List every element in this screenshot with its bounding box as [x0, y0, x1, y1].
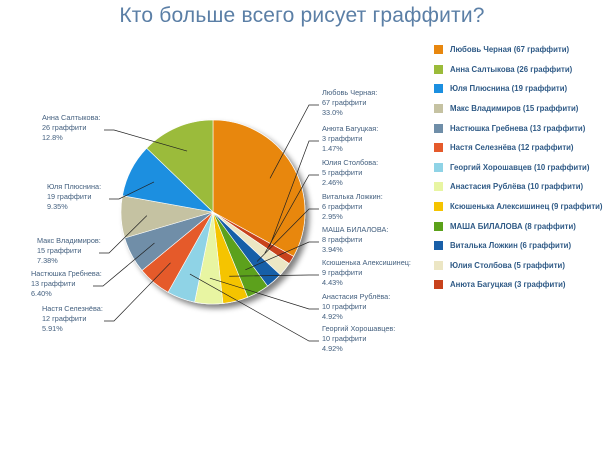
legend-item: Анастасия Рублёва (10 граффити) — [428, 177, 604, 197]
leader-line — [109, 181, 155, 200]
callout-value: 26 граффити — [42, 123, 86, 132]
callout-value: 9 граффити — [322, 268, 362, 277]
callout-percent: 4.92% — [322, 312, 343, 321]
callout-name: Анна Салтыкова: — [42, 113, 100, 122]
callout-percent: 6.40% — [31, 289, 52, 298]
legend: Любовь Черная (67 граффити) Анна Салтыков… — [428, 40, 604, 295]
legend-swatch — [434, 64, 443, 74]
leader-lines — [93, 104, 319, 342]
callout-percent: 3.94% — [322, 245, 343, 254]
callout-name: Ксюшенька Алексишинец: — [322, 258, 411, 267]
callout-name: Макс Владимиров: — [37, 236, 101, 245]
legend-item: Юлия Столбова (5 граффити) — [428, 256, 604, 276]
leader-line — [189, 273, 319, 342]
legend-swatch — [434, 241, 443, 251]
legend-swatch — [434, 221, 443, 231]
chart-title: Кто больше всего рисует граффити? — [119, 4, 485, 27]
legend-label: Макс Владимиров (15 граффити) — [450, 104, 579, 114]
callout-value: 10 граффити — [322, 334, 366, 343]
callout-value: 5 граффити — [322, 168, 362, 177]
callout-name: Анюта Багуцкая: — [322, 124, 378, 133]
callout-percent: 2.95% — [322, 212, 343, 221]
callout-value: 19 граффити — [47, 192, 91, 201]
legend-label: Анастасия Рублёва (10 граффити) — [450, 182, 584, 192]
legend-item: Анюта Багуцкая (3 граффити) — [428, 275, 604, 295]
callout-value: 3 граффити — [322, 134, 362, 143]
legend-swatch — [434, 162, 443, 172]
callout-percent: 33.0% — [322, 108, 343, 117]
callout-percent: 9.35% — [47, 202, 68, 211]
legend-item: МАША БИЛАЛОВА (8 граффити) — [428, 216, 604, 236]
legend-swatch — [434, 260, 443, 270]
callout-name: Любовь Черная: — [322, 88, 377, 97]
legend-swatch — [434, 123, 443, 133]
leader-line — [104, 262, 171, 322]
legend-swatch — [434, 45, 443, 55]
callout-name: Георгий Хорошавцев: — [322, 324, 395, 333]
legend-label: Виталька Ложкин (6 граффити) — [450, 241, 572, 251]
legend-label: Анюта Багуцкая (3 граффити) — [450, 280, 566, 290]
leader-line — [229, 274, 319, 277]
legend-swatch — [434, 182, 443, 192]
leader-line — [256, 208, 319, 262]
legend-swatch — [434, 202, 443, 212]
legend-label: Юлия Столбова (5 граффити) — [450, 260, 565, 270]
legend-label: Анна Салтыкова (26 граффити) — [450, 64, 573, 74]
legend-label: Настя Селезнёва (12 граффити) — [450, 143, 574, 153]
callout-value: 8 граффити — [322, 235, 362, 244]
leader-line — [93, 242, 155, 287]
legend-item: Юля Плюснина (19 граффити) — [428, 79, 604, 99]
legend-item: Макс Владимиров (15 граффити) — [428, 99, 604, 119]
pie-slice — [146, 119, 214, 213]
legend-item: Анна Салтыкова (26 граффити) — [428, 60, 604, 80]
callout-name: Юля Плюснина: — [47, 182, 101, 191]
callout-name: Виталька Ложкин: — [322, 192, 383, 201]
pie-slices — [120, 119, 306, 305]
callout-value: 6 граффити — [322, 202, 362, 211]
callout-percent: 1.47% — [322, 144, 343, 153]
callout-value: 67 граффити — [322, 98, 366, 107]
callout-name: МАША БИЛАЛОВА: — [322, 225, 388, 234]
legend-swatch — [434, 143, 443, 153]
legend-item: Любовь Черная (67 граффити) — [428, 40, 604, 60]
legend-label: Ксюшенька Алексишинец (9 граффити) — [450, 202, 603, 212]
callout-percent: 2.46% — [322, 178, 343, 187]
callout-name: Юлия Столбова: — [322, 158, 378, 167]
legend-label: Настюшка Гребнева (13 граффити) — [450, 123, 586, 133]
callout-name: Анастасия Рублёва: — [322, 292, 390, 301]
callout-value: 13 граффити — [31, 279, 75, 288]
callout-value: 12 граффити — [42, 314, 86, 323]
leader-line — [245, 241, 319, 271]
legend-swatch — [434, 84, 443, 94]
callout-name: Настюшка Гребнева: — [31, 269, 102, 278]
callout-percent: 12.8% — [42, 133, 63, 142]
legend-label: Георгий Хорошавцев (10 граффити) — [450, 162, 590, 172]
callout-percent: 7.38% — [37, 256, 58, 265]
leader-line — [269, 140, 319, 247]
callout-percent: 5.91% — [42, 324, 63, 333]
callout-value: 10 граффити — [322, 302, 366, 311]
leader-line — [264, 174, 319, 254]
legend-item: Георгий Хорошавцев (10 граффити) — [428, 158, 604, 178]
leader-line — [269, 104, 319, 179]
callout-percent: 4.92% — [322, 344, 343, 353]
legend-item: Настя Селезнёва (12 граффити) — [428, 138, 604, 158]
leader-line — [104, 129, 188, 152]
legend-swatch — [434, 104, 443, 114]
leader-line — [99, 215, 148, 254]
legend-label: МАША БИЛАЛОВА (8 граффити) — [450, 221, 576, 231]
legend-label: Юля Плюснина (19 граффити) — [450, 84, 568, 94]
leader-line — [209, 277, 319, 310]
legend-item: Ксюшенька Алексишинец (9 граффити) — [428, 197, 604, 217]
legend-item: Виталька Ложкин (6 граффити) — [428, 236, 604, 256]
callout-name: Настя Селезнёва: — [42, 304, 103, 313]
legend-item: Настюшка Гребнева (13 граффити) — [428, 118, 604, 138]
callout-percent: 4.43% — [322, 278, 343, 287]
callout-value: 15 граффити — [37, 246, 81, 255]
legend-swatch — [434, 280, 443, 290]
legend-label: Любовь Черная (67 граффити) — [450, 45, 570, 55]
